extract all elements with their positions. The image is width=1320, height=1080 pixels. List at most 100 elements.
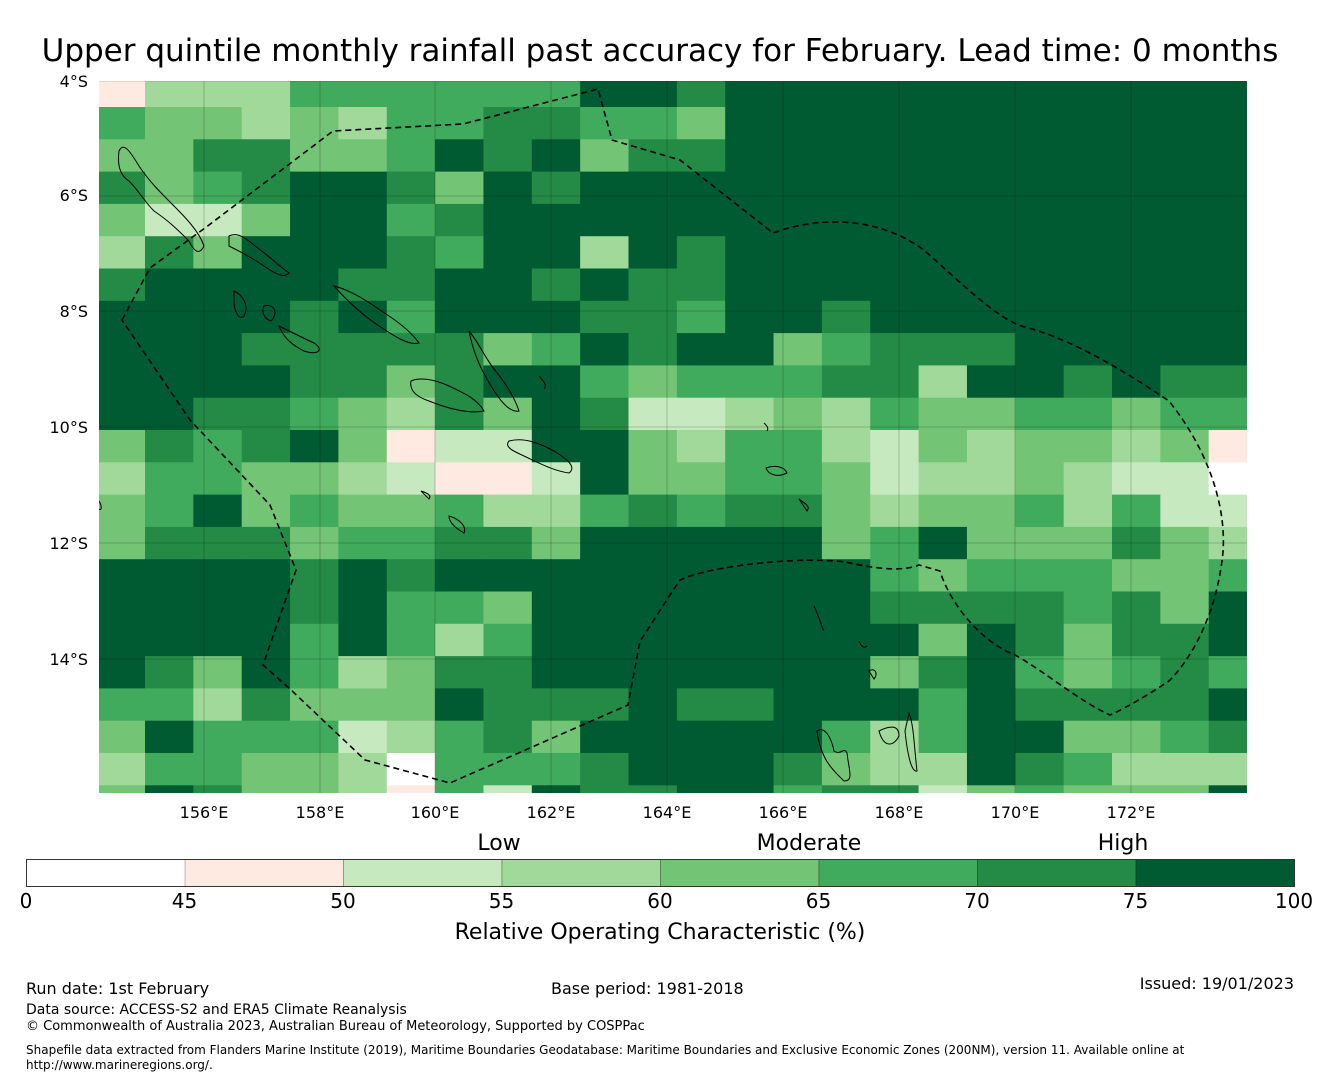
heatmap-cell — [99, 785, 146, 793]
heatmap-cell — [773, 720, 823, 754]
heatmap-cell — [1063, 559, 1113, 593]
heatmap-cell — [338, 526, 388, 560]
heatmap-cell — [821, 559, 871, 593]
heatmap-cell — [580, 623, 630, 657]
heatmap-cell — [1112, 494, 1161, 528]
heatmap-cell — [676, 236, 726, 270]
heatmap-cell — [1112, 397, 1161, 431]
heatmap-cell — [966, 430, 1016, 463]
heatmap-cell — [193, 397, 243, 431]
heatmap-cell — [435, 430, 485, 463]
heatmap-cell — [1208, 753, 1247, 786]
heatmap-cell — [1063, 81, 1113, 108]
heatmap-cell — [531, 236, 581, 270]
heatmap-cell — [676, 397, 726, 431]
heatmap-cell — [531, 591, 581, 625]
lon-label: 162°E — [526, 803, 576, 822]
heatmap-cell — [918, 171, 968, 205]
heatmap-cell — [725, 720, 775, 754]
heatmap-cell — [483, 623, 533, 657]
heatmap-cell — [676, 107, 726, 140]
heatmap-cell — [193, 333, 243, 366]
lat-label: 8°S — [59, 302, 88, 321]
heatmap-cell — [531, 462, 581, 496]
heatmap-cell — [676, 300, 726, 334]
heatmap-cell — [99, 300, 146, 334]
heatmap-cell — [773, 688, 823, 722]
heatmap-cell — [676, 785, 726, 793]
heatmap-cell — [1015, 236, 1065, 270]
heatmap-cell — [435, 203, 485, 237]
coastline-vanuatu-islands — [99, 375, 868, 648]
heatmap-cell — [1208, 268, 1247, 302]
heatmap-cell — [580, 753, 630, 786]
heatmap-cell — [821, 656, 871, 689]
heatmap-cell — [628, 785, 678, 793]
heatmap-cell — [483, 268, 533, 302]
heatmap-cell — [483, 494, 533, 528]
heatmap-cell — [1112, 559, 1161, 593]
heatmap-cell — [290, 753, 339, 786]
heatmap-cell — [676, 139, 726, 173]
heatmap-cell — [725, 753, 775, 786]
heatmap-cell — [483, 591, 533, 625]
heatmap-cell — [99, 753, 146, 786]
heatmap-cell — [435, 236, 485, 270]
heatmap-cell — [1160, 494, 1210, 528]
rainfall-accuracy-map — [99, 81, 1247, 793]
heatmap-cell — [290, 559, 339, 593]
heatmap-cell — [1112, 656, 1161, 689]
heatmap-cell — [1063, 365, 1113, 399]
heatmap-cell — [338, 656, 388, 689]
heatmap-cell — [821, 139, 871, 173]
heatmap-cell — [1160, 81, 1210, 108]
heatmap-cell — [1160, 526, 1210, 560]
heatmap-cell — [966, 526, 1016, 560]
heatmap-cell — [435, 656, 485, 689]
heatmap-cell — [580, 203, 630, 237]
heatmap-cell — [99, 171, 146, 205]
heatmap-cell — [99, 720, 146, 754]
heatmap-cell — [773, 203, 823, 237]
heatmap-cell — [773, 591, 823, 625]
heatmap-cell — [241, 365, 291, 399]
heatmap-cell — [966, 785, 1016, 793]
graticule — [99, 81, 1247, 793]
heatmap-cell — [676, 171, 726, 205]
heatmap-cell — [966, 203, 1016, 237]
heatmap-cell — [531, 397, 581, 431]
heatmap-cell — [628, 300, 678, 334]
heatmap-cell — [145, 107, 194, 140]
heatmap-cell — [338, 268, 388, 302]
heatmap-cell — [145, 203, 194, 237]
heatmap-cell — [435, 494, 485, 528]
heatmap-cell — [821, 268, 871, 302]
heatmap-cell — [1112, 333, 1161, 366]
heatmap-cell — [676, 268, 726, 302]
heatmap-cell — [870, 526, 920, 560]
heatmap-cell — [241, 81, 291, 108]
heatmap-cell — [918, 139, 968, 173]
heatmap-cell — [1112, 720, 1161, 754]
heatmap-cell — [531, 688, 581, 722]
heatmap-cell — [241, 720, 291, 754]
heatmap-cell — [725, 268, 775, 302]
coastline-makira — [507, 439, 573, 474]
heatmap-cell — [290, 656, 339, 689]
heatmap-cell — [676, 494, 726, 528]
heatmap-cell — [1112, 462, 1161, 496]
heatmap-cell — [1208, 526, 1247, 560]
heatmap-cell — [725, 236, 775, 270]
colorbar-segment — [501, 859, 661, 887]
heatmap-cell — [290, 107, 339, 140]
heatmap-cell — [918, 300, 968, 334]
heatmap-cell — [725, 203, 775, 237]
heatmap-cell — [193, 688, 243, 722]
heatmap-cell — [580, 268, 630, 302]
heatmap-cell — [1063, 494, 1113, 528]
heatmap-cell — [821, 81, 871, 108]
shapefile-credit: Shapefile data extracted from Flanders M… — [26, 1043, 1185, 1057]
heatmap-cell — [531, 623, 581, 657]
heatmap-cell — [870, 462, 920, 496]
heatmap-cell — [290, 397, 339, 431]
